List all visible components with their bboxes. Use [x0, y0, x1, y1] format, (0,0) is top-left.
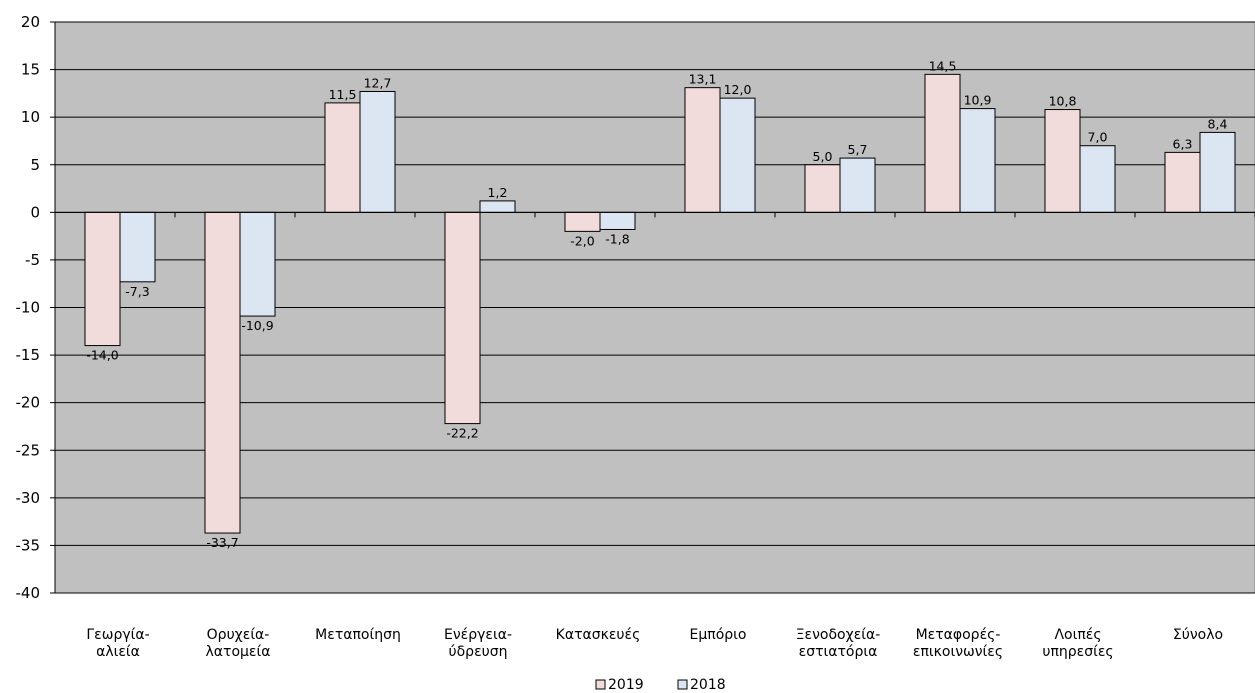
bar-2019: [684, 87, 721, 213]
data-label-2018: 10,9: [964, 93, 992, 108]
bar-2018: [1199, 131, 1236, 213]
bar-2019: [1164, 151, 1201, 213]
bar-2018: [599, 211, 636, 230]
y-tick-label: -30: [16, 489, 41, 507]
bar-2019: [804, 164, 841, 213]
legend-label-2018: 2018: [690, 677, 726, 693]
category-label: Μεταφορές-επικοινωνίες: [913, 627, 1003, 660]
bar-2019: [204, 211, 241, 534]
bar-2018: [239, 211, 276, 317]
bar-2018: [1079, 145, 1116, 213]
data-label-2019: 11,5: [329, 87, 357, 102]
y-tick-label: -25: [16, 441, 41, 459]
bar-2018: [719, 97, 756, 213]
category-label: Κατασκευές: [556, 627, 641, 643]
data-label-2018: 12,7: [364, 75, 392, 90]
data-label-2019: -14,0: [86, 348, 118, 363]
y-tick-label: 0: [30, 203, 40, 221]
y-tick-label: 10: [21, 108, 40, 126]
bar-2018: [959, 108, 996, 213]
category-label: Ορυχεία-λατομεία: [206, 627, 271, 660]
legend-label-2019: 2019: [608, 677, 644, 693]
bar-2019: [84, 211, 121, 347]
y-tick-label: 15: [21, 61, 40, 79]
bar-2018: [839, 157, 876, 213]
data-label-2018: -10,9: [241, 318, 273, 333]
data-label-2018: 1,2: [488, 185, 508, 200]
data-label-2018: 12,0: [724, 82, 752, 97]
y-tick-label: 20: [21, 13, 40, 31]
y-tick-label: -10: [16, 299, 41, 317]
y-tick-label: -5: [25, 251, 40, 269]
bar-2019: [564, 211, 601, 232]
data-label-2018: -1,8: [605, 231, 629, 246]
bar-2018: [119, 211, 156, 283]
legend-swatch-2018: [677, 679, 688, 690]
data-label-2019: 14,5: [929, 58, 957, 73]
category-label: Ξενοδοχεία-εστιατόρια: [796, 627, 881, 660]
bar-2018: [359, 90, 396, 213]
legend: 2019 2018: [595, 677, 726, 693]
category-label: Λοιπές υπηρεσίες: [1042, 627, 1113, 660]
category-label: Γεωργία-αλιεία: [86, 627, 149, 660]
bar-2018: [479, 200, 516, 213]
data-label-2019: -2,0: [570, 233, 594, 248]
y-tick-label: -15: [16, 346, 41, 364]
data-label-2018: 7,0: [1088, 130, 1108, 145]
category-label: Μεταποίηση: [315, 627, 401, 643]
data-label-2018: 8,4: [1208, 116, 1228, 131]
bars: [84, 73, 1236, 534]
y-tick-label: 5: [30, 156, 40, 174]
data-label-2018: -7,3: [125, 284, 149, 299]
data-label-2019: 6,3: [1173, 136, 1193, 151]
category-label: Σύνολο: [1173, 627, 1223, 643]
bar-2019: [924, 73, 961, 213]
y-tick-label: -40: [16, 584, 41, 602]
y-tick-label: -20: [16, 394, 41, 412]
data-label-2018: 5,7: [848, 142, 868, 157]
category-label: Εμπόριο: [690, 627, 747, 643]
bar-2019: [444, 211, 481, 425]
y-tick-label: -35: [16, 536, 41, 554]
legend-swatch-2019: [595, 679, 606, 690]
x-axis: Γεωργία-αλιεία Ορυχεία-λατομεία Μεταποίηση…: [54, 211, 1255, 660]
data-label-2019: 13,1: [689, 72, 717, 87]
data-label-2019: -33,7: [206, 535, 238, 550]
bar-2019: [324, 102, 361, 213]
data-labels: -14,0 -7,3 -33,7 -10,9 11,5 12,7 -22,2 1,2 -2,0-…: [86, 58, 1227, 550]
y-axis-ticks: 20 15 10 5 0 -5 -10 -15 -20 -25 -30 -35 -40: [16, 13, 56, 602]
data-label-2019: 10,8: [1049, 94, 1077, 109]
data-label-2019: 5,0: [813, 149, 833, 164]
category-label: Ενέργεια-ύδρευση: [444, 627, 512, 660]
bar-2019: [1044, 109, 1081, 213]
data-label-2019: -22,2: [446, 426, 478, 441]
